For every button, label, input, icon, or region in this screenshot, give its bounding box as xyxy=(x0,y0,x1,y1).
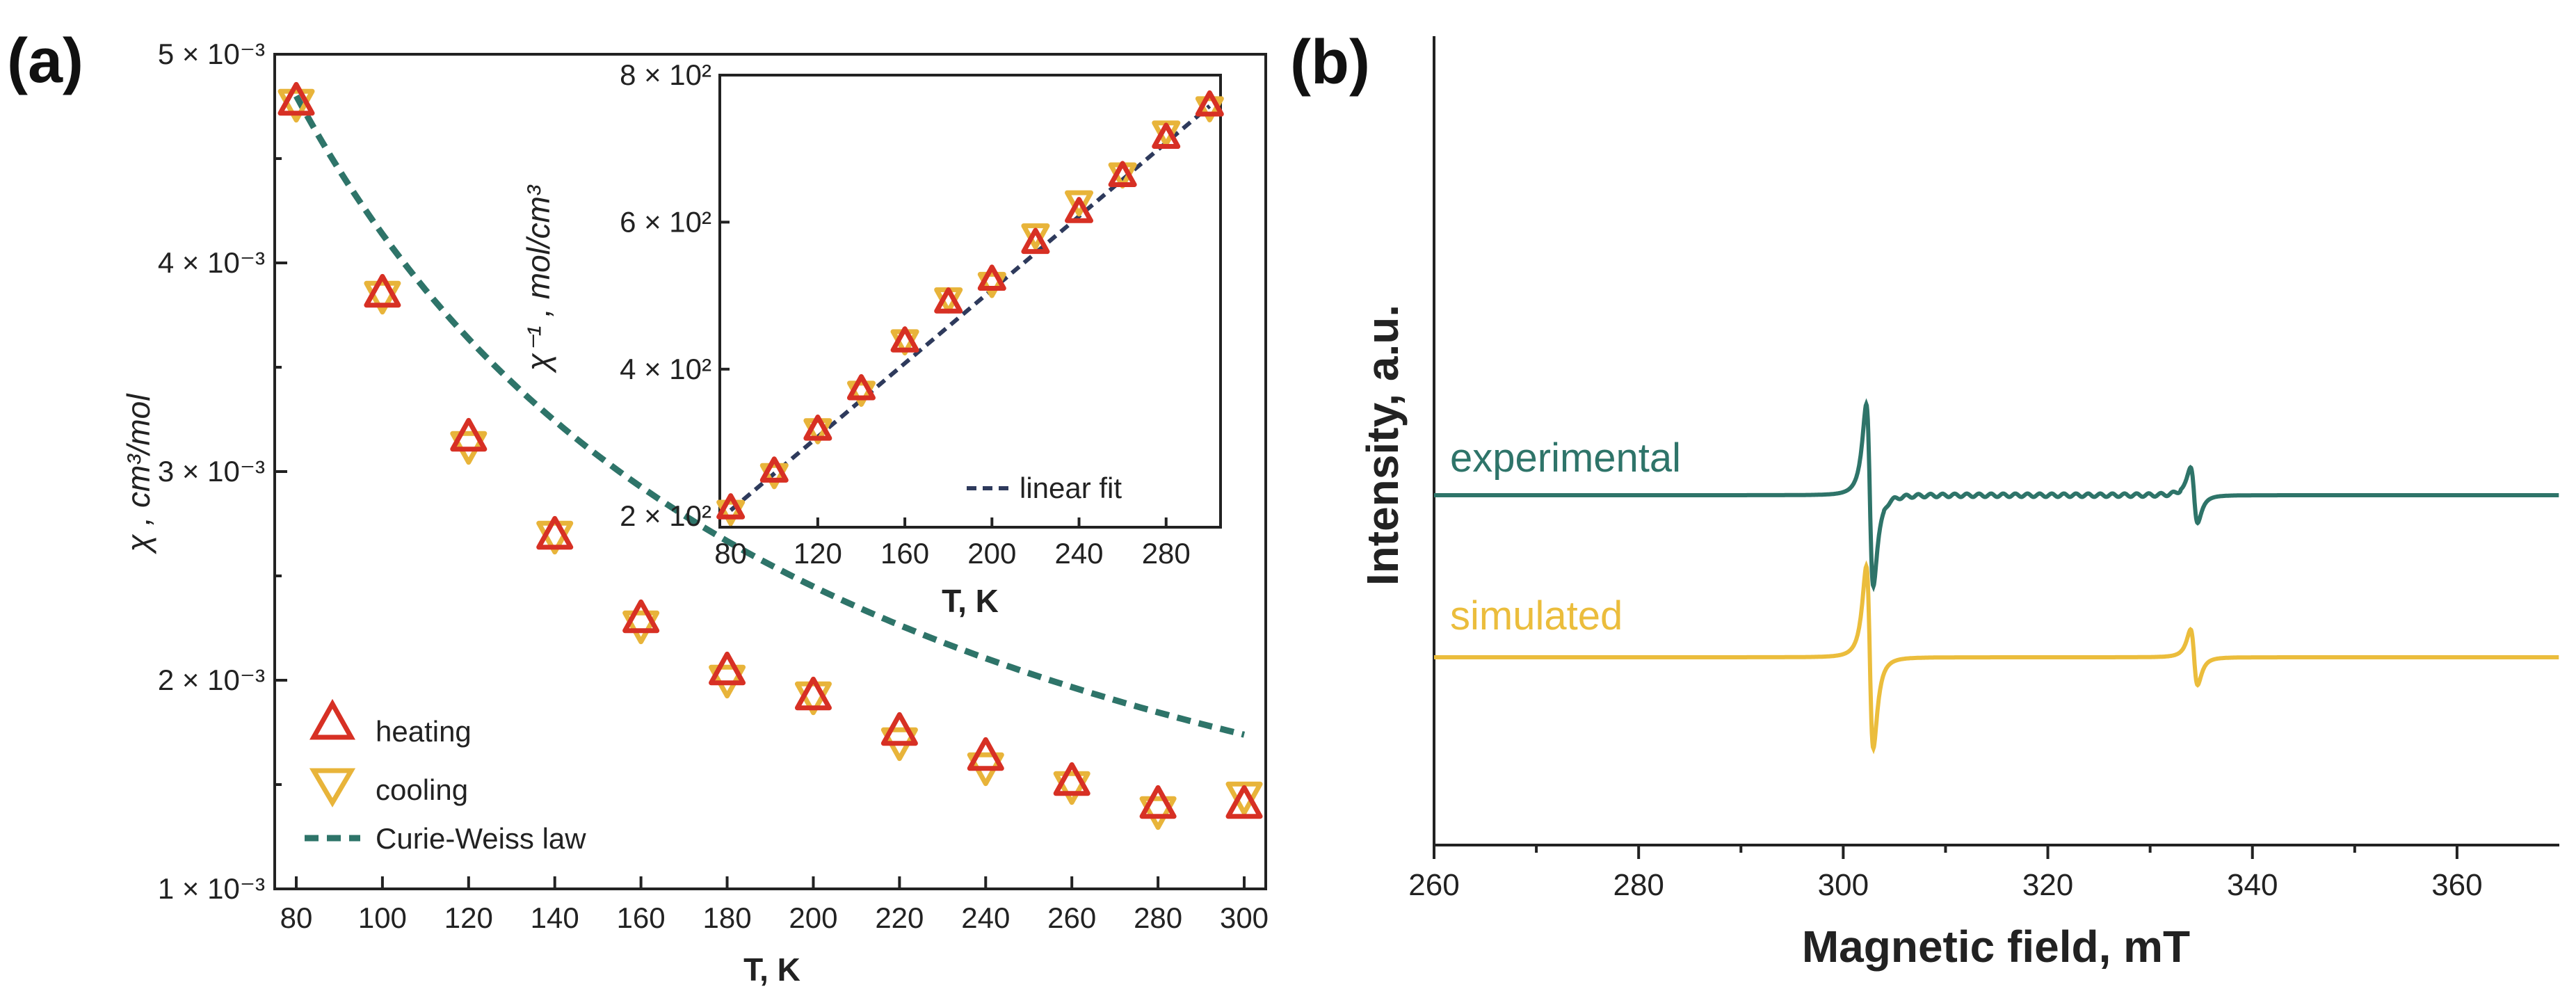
inset-heating-point xyxy=(716,493,746,520)
heating-point xyxy=(794,676,832,711)
epr-y-axis-title: Intensity, a.u. xyxy=(1358,305,1408,586)
experimental-spectrum xyxy=(1434,398,2559,593)
inset-heating-point xyxy=(1195,90,1224,117)
inset-x-tick-label: 120 xyxy=(794,537,842,570)
inset-legend: linear fit xyxy=(967,472,1122,504)
inset-heating-point xyxy=(803,415,832,441)
main-y-tick-label: 4 × 10⁻³ xyxy=(158,246,265,279)
linear-fit-line xyxy=(729,104,1211,512)
main-x-tick-label: 160 xyxy=(617,901,666,934)
main-x-tick-label: 140 xyxy=(531,901,579,934)
main-chart: 80 100 120 140 160 180 200 220 240 260 280 300 1 × 1… xyxy=(120,38,1269,988)
inset-y-tick-label: 2 × 10² xyxy=(620,499,711,532)
main-y-axis-title: χ , cm³/mol xyxy=(120,393,156,555)
main-y-tick-label: 5 × 10⁻³ xyxy=(158,38,265,70)
main-x-tick-label: 80 xyxy=(280,901,313,934)
heating-point xyxy=(364,273,401,308)
heating-point xyxy=(450,417,488,452)
cooling-point xyxy=(1139,796,1177,830)
inset-x-tick-label: 200 xyxy=(967,537,1016,570)
main-x-tick-label: 100 xyxy=(358,901,407,934)
inset-x-tick-label: 280 xyxy=(1142,537,1191,570)
cooling-point xyxy=(277,88,315,123)
main-x-tick-label: 240 xyxy=(961,901,1010,934)
inset-y-tick-label: 8 × 10² xyxy=(620,58,711,91)
inset-cooling-point xyxy=(759,463,789,490)
heating-point xyxy=(1225,785,1263,819)
heating-point xyxy=(967,737,1004,771)
heating-point xyxy=(1053,762,1090,796)
heating-point xyxy=(622,599,660,634)
inset-y-tick-label: 4 × 10² xyxy=(620,353,711,385)
inset-x-tick-label: 80 xyxy=(714,537,747,570)
heating-point xyxy=(1139,785,1177,819)
inset-heating-point xyxy=(1021,227,1050,255)
inset-cooling-point xyxy=(716,499,746,527)
main-x-tick-label: 120 xyxy=(444,901,493,934)
inset-x-tick-label: 240 xyxy=(1054,537,1103,570)
heating-point xyxy=(277,81,315,116)
heating-point xyxy=(880,712,918,746)
inset-heating-point xyxy=(1065,197,1094,223)
legend-cooling-marker xyxy=(309,768,356,808)
inset-heating-point xyxy=(934,287,963,314)
inset-x-axis-title: T, K xyxy=(942,583,999,619)
experimental-label: experimental xyxy=(1450,435,1681,481)
main-x-tick-label: 280 xyxy=(1134,901,1182,934)
inset-cooling-point xyxy=(1065,190,1094,217)
cooling-point xyxy=(364,280,401,315)
inset-heating-point xyxy=(846,374,876,401)
main-x-tick-label: 180 xyxy=(703,901,752,934)
inset-chart: 80 120 160 200 240 280 2 × 10² 4 × 10² 6 × 10² 8 … xyxy=(520,58,1224,619)
main-y-tick-label: 2 × 10⁻³ xyxy=(158,664,265,696)
epr-x-tick-label: 320 xyxy=(2022,868,2073,902)
main-x-tick-label: 220 xyxy=(875,901,924,934)
legend-heating-label: heating xyxy=(376,715,472,748)
heating-point xyxy=(536,515,574,550)
inset-y-axis-title: χ⁻¹ , mol/cm³ xyxy=(520,184,556,374)
heating-point xyxy=(709,651,746,686)
main-x-tick-label: 300 xyxy=(1220,901,1269,934)
cooling-point xyxy=(622,610,660,645)
inset-heating-point xyxy=(1152,122,1181,150)
epr-x-tick-label: 360 xyxy=(2431,868,2482,902)
epr-x-tick-label: 340 xyxy=(2227,868,2278,902)
main-x-axis-title: T, K xyxy=(743,951,800,988)
legend-cooling-label: cooling xyxy=(376,773,468,806)
epr-x-tick-label: 260 xyxy=(1408,868,1459,902)
inset-x-tick-label: 160 xyxy=(880,537,929,570)
inset-plot-frame xyxy=(718,74,1222,529)
main-y-tick-label: 3 × 10⁻³ xyxy=(158,455,265,488)
inset-heating-point xyxy=(890,326,919,353)
legend-linear-fit-label: linear fit xyxy=(1020,472,1122,504)
epr-chart: 260 280 300 320 340 360 Intensity, a.u. Magne… xyxy=(1358,36,2559,972)
epr-x-tick-label: 300 xyxy=(1818,868,1869,902)
inset-cooling-point xyxy=(846,380,876,407)
inset-heating-point xyxy=(977,264,1006,291)
panel-a-label: (a) xyxy=(7,26,83,96)
simulated-spectrum xyxy=(1434,560,2559,755)
main-y-tick-label: 1 × 10⁻³ xyxy=(158,872,265,905)
epr-x-tick-label: 280 xyxy=(1613,868,1664,902)
simulated-label: simulated xyxy=(1450,593,1623,638)
inset-background xyxy=(720,75,1221,527)
inset-heating-point xyxy=(1108,161,1137,187)
inset-y-tick-label: 6 × 10² xyxy=(620,205,711,238)
curie-weiss-curve xyxy=(293,94,1246,738)
inset-heating-point xyxy=(759,456,789,483)
legend-curie-weiss-label: Curie-Weiss law xyxy=(376,822,586,855)
epr-x-axis-title: Magnetic field, mT xyxy=(1802,922,2190,972)
main-x-tick-label: 200 xyxy=(789,901,837,934)
inset-cooling-point xyxy=(1195,96,1224,122)
main-x-tick-label: 260 xyxy=(1047,901,1096,934)
panel-b-label: (b) xyxy=(1290,28,1370,97)
legend-heating-marker xyxy=(309,698,355,740)
inset-cooling-point xyxy=(977,271,1006,298)
main-legend: heating cooling Curie-Weiss law xyxy=(305,698,586,855)
cooling-point xyxy=(1053,771,1090,805)
